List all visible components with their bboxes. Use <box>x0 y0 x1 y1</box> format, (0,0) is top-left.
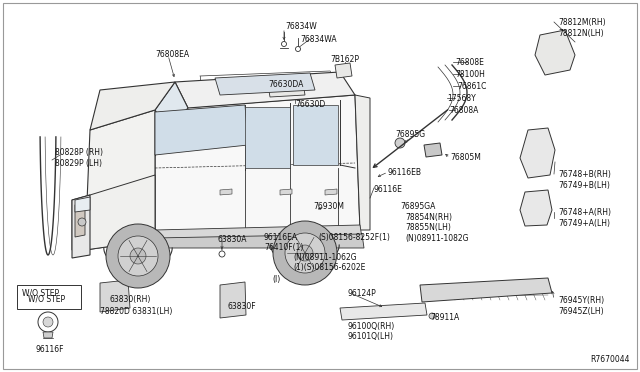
Polygon shape <box>72 195 90 258</box>
Text: 96116EA: 96116EA <box>264 233 298 242</box>
FancyBboxPatch shape <box>17 285 81 309</box>
Text: 76861C: 76861C <box>457 82 486 91</box>
Polygon shape <box>325 189 337 195</box>
Text: 76410F(1): 76410F(1) <box>264 243 303 252</box>
Text: 76834WA: 76834WA <box>300 35 337 44</box>
Polygon shape <box>75 203 85 237</box>
Circle shape <box>282 42 287 46</box>
Text: 76945Z(LH): 76945Z(LH) <box>558 307 604 316</box>
Text: 76945Y(RH): 76945Y(RH) <box>558 296 604 305</box>
Text: 63830A: 63830A <box>218 235 248 244</box>
Polygon shape <box>155 105 248 155</box>
Text: 78854N(RH): 78854N(RH) <box>405 213 452 222</box>
Text: 76630D: 76630D <box>295 100 325 109</box>
Text: 78812N(LH): 78812N(LH) <box>558 29 604 38</box>
Text: 76805M: 76805M <box>450 153 481 162</box>
Text: 7B162P: 7B162P <box>330 55 359 64</box>
Polygon shape <box>155 95 360 240</box>
Text: 76630DA: 76630DA <box>268 80 303 89</box>
Text: 76895G: 76895G <box>395 130 425 139</box>
Polygon shape <box>340 303 427 320</box>
Polygon shape <box>245 107 290 168</box>
Polygon shape <box>280 189 292 195</box>
Circle shape <box>285 233 325 273</box>
Circle shape <box>297 245 313 261</box>
Text: (1)(S)08156-6202E: (1)(S)08156-6202E <box>293 263 365 272</box>
Circle shape <box>106 224 170 288</box>
Polygon shape <box>90 82 175 130</box>
Polygon shape <box>520 190 552 226</box>
Circle shape <box>296 46 301 51</box>
Polygon shape <box>420 278 552 302</box>
Polygon shape <box>72 175 155 250</box>
Polygon shape <box>175 72 355 108</box>
Text: (I): (I) <box>272 275 280 284</box>
Polygon shape <box>520 128 555 178</box>
Text: 76808A: 76808A <box>449 106 478 115</box>
Text: 78855N(LH): 78855N(LH) <box>405 223 451 232</box>
Circle shape <box>78 218 86 226</box>
Text: 78820D 63831(LH): 78820D 63831(LH) <box>100 307 172 316</box>
Polygon shape <box>355 95 370 230</box>
Circle shape <box>43 317 53 327</box>
Text: R7670044: R7670044 <box>591 355 630 364</box>
Text: 76808E: 76808E <box>455 58 484 67</box>
Polygon shape <box>100 280 130 312</box>
Circle shape <box>130 248 146 264</box>
Circle shape <box>118 236 158 276</box>
Text: 78100H: 78100H <box>455 70 485 79</box>
Circle shape <box>38 312 58 332</box>
Text: 80829P (LH): 80829P (LH) <box>55 159 102 168</box>
Text: 17568Y: 17568Y <box>447 94 476 103</box>
Text: 96101Q(LH): 96101Q(LH) <box>348 332 394 341</box>
Text: 63830F: 63830F <box>228 302 257 311</box>
Text: (N)08911-1082G: (N)08911-1082G <box>405 234 468 243</box>
Text: 63830(RH): 63830(RH) <box>110 295 152 304</box>
Polygon shape <box>215 73 315 95</box>
Polygon shape <box>75 197 90 212</box>
Text: 76749+B(LH): 76749+B(LH) <box>558 181 610 190</box>
Circle shape <box>429 313 435 319</box>
Text: 96124P: 96124P <box>348 289 377 298</box>
Text: 76749+A(LH): 76749+A(LH) <box>558 219 610 228</box>
Text: 76834W: 76834W <box>285 22 317 31</box>
Polygon shape <box>535 30 575 75</box>
Text: W/O STEP: W/O STEP <box>22 289 59 298</box>
Text: W/O STEP: W/O STEP <box>28 295 65 304</box>
Text: 76748+A(RH): 76748+A(RH) <box>558 208 611 217</box>
Polygon shape <box>155 82 188 130</box>
Polygon shape <box>155 234 364 248</box>
Polygon shape <box>85 110 155 250</box>
Circle shape <box>395 138 405 148</box>
Polygon shape <box>43 332 53 338</box>
Circle shape <box>219 251 225 257</box>
Text: 78911A: 78911A <box>430 313 460 322</box>
Text: 76748+B(RH): 76748+B(RH) <box>558 170 611 179</box>
Polygon shape <box>293 105 338 165</box>
Text: 76895GA: 76895GA <box>400 202 435 211</box>
Circle shape <box>273 221 337 285</box>
Text: 96116E: 96116E <box>373 185 402 194</box>
Polygon shape <box>220 282 246 318</box>
Text: 96100Q(RH): 96100Q(RH) <box>348 322 396 331</box>
Text: 96116EB: 96116EB <box>388 168 422 177</box>
Polygon shape <box>424 143 442 157</box>
Text: 76930M: 76930M <box>313 202 344 211</box>
Polygon shape <box>335 63 352 78</box>
Text: 78812M(RH): 78812M(RH) <box>558 18 605 27</box>
Polygon shape <box>268 83 305 97</box>
Text: (S)08156-8252F(1): (S)08156-8252F(1) <box>318 233 390 242</box>
Polygon shape <box>220 189 232 195</box>
Text: 96116F: 96116F <box>35 345 63 354</box>
Text: (N)08911-1062G: (N)08911-1062G <box>293 253 356 262</box>
Polygon shape <box>155 225 362 244</box>
Text: 76808EA: 76808EA <box>155 50 189 59</box>
Text: 80828P (RH): 80828P (RH) <box>55 148 103 157</box>
